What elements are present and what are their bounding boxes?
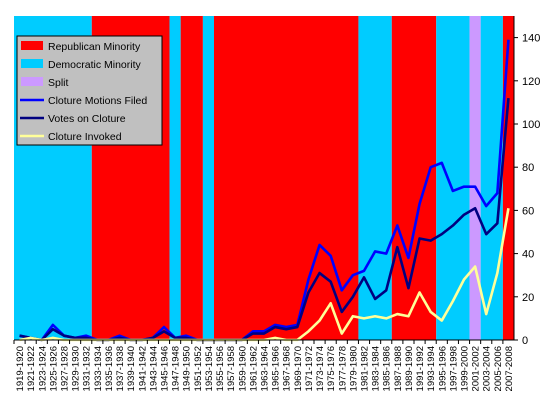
- x-tick-label: 1927-1928: [60, 346, 71, 391]
- x-tick-label: 1949-1950: [182, 346, 193, 391]
- band-democratic-minority-10: [480, 16, 503, 340]
- band-republican-minority-3: [180, 16, 203, 340]
- x-tick-label: 1943-1944: [148, 346, 159, 391]
- y-tick-label: 100: [522, 119, 540, 131]
- band-republican-minority-11: [502, 16, 514, 340]
- legend-label-republican-minority: Republican Minority: [48, 41, 141, 53]
- x-tick-label: 1957-1958: [226, 346, 237, 391]
- y-tick-label: 40: [522, 249, 534, 261]
- x-tick-label: 1937-1938: [115, 346, 126, 391]
- x-tick-label: 1945-1946: [160, 346, 171, 391]
- x-tick-label: 2005-2006: [493, 346, 504, 391]
- x-tick-label: 1935-1936: [104, 346, 115, 391]
- x-tick-label: 1983-1984: [371, 346, 382, 391]
- x-tick-label: 1953-1954: [204, 346, 215, 391]
- band-democratic-minority-8: [436, 16, 470, 340]
- x-tick-label: 1991-1992: [415, 346, 426, 391]
- x-tick-label: 1967-1968: [282, 346, 293, 391]
- x-tick-label: 1941-1942: [137, 346, 148, 391]
- x-tick-label: 1979-1980: [348, 346, 359, 391]
- x-tick-label: 1975-1976: [326, 346, 337, 391]
- x-tick-label: 1989-1990: [404, 346, 415, 391]
- band-split-9: [469, 16, 481, 340]
- legend-label-democratic-minority: Democratic Minority: [48, 59, 142, 71]
- x-tick-label: 1997-1998: [448, 346, 459, 391]
- y-tick-label: 60: [522, 205, 534, 217]
- x-tick-label: 1931-1932: [82, 346, 93, 391]
- x-tick-label: 1955-1956: [215, 346, 226, 391]
- legend-label-cloture-motions-filed: Cloture Motions Filed: [48, 95, 147, 107]
- y-tick-label: 140: [522, 33, 540, 45]
- x-tick-label: 1921-1922: [26, 346, 37, 391]
- x-tick-label: 2007-2008: [504, 346, 515, 391]
- legend-label-votes-on-cloture: Votes on Cloture: [48, 113, 126, 125]
- legend-label-cloture-invoked: Cloture Invoked: [48, 131, 122, 143]
- x-tick-label: 1963-1964: [260, 346, 271, 391]
- x-tick-label: 1939-1940: [126, 346, 137, 391]
- legend-swatch-democratic-minority: [21, 59, 43, 68]
- x-tick-label: 1929-1930: [71, 346, 82, 391]
- legend-label-split: Split: [48, 77, 69, 89]
- x-tick-label: 1951-1952: [193, 346, 204, 391]
- x-tick-label: 1999-2000: [460, 346, 471, 391]
- x-tick-label: 1985-1986: [382, 346, 393, 391]
- x-tick-label: 1981-1982: [360, 346, 371, 391]
- axes: 0 20 40 60 80 100 120 140 1919-1920 1921-1922 1923…: [13, 16, 540, 391]
- legend-box: [16, 35, 163, 146]
- y-tick-label: 0: [522, 335, 528, 347]
- y-tick-label: 120: [522, 76, 540, 88]
- x-tick-label: 1919-1920: [15, 346, 26, 391]
- x-tick-label: 1971-1972: [304, 346, 315, 391]
- x-tick-label: 1977-1978: [337, 346, 348, 391]
- x-tick-label: 1973-1974: [315, 346, 326, 391]
- band-democratic-minority-4: [202, 16, 214, 340]
- band-republican-minority-7: [391, 16, 437, 340]
- x-tick-label: 1959-1960: [237, 346, 248, 391]
- x-tick-label: 1961-1962: [248, 346, 259, 391]
- legend-swatch-split: [21, 77, 43, 86]
- band-republican-minority-5: [214, 16, 359, 340]
- legend-swatch-republican-minority: [21, 41, 43, 50]
- x-tick-label: 1995-1996: [437, 346, 448, 391]
- x-tick-label: 1965-1966: [271, 346, 282, 391]
- x-tick-label: 1947-1948: [171, 346, 182, 391]
- y-tick-label: 80: [522, 162, 534, 174]
- band-democratic-minority-2: [169, 16, 181, 340]
- x-tick-label: 2001-2002: [471, 346, 482, 391]
- x-tick-label: 1933-1934: [93, 346, 104, 391]
- x-tick-label: 1925-1926: [48, 346, 59, 391]
- x-tick-label: 1993-1994: [426, 346, 437, 391]
- x-tick-label: 1923-1924: [37, 346, 48, 391]
- x-tick-label: 1969-1970: [293, 346, 304, 391]
- x-tick-label: 1987-1988: [393, 346, 404, 391]
- y-tick-label: 20: [522, 292, 534, 304]
- legend: Republican Minority Democratic Minority Sp…: [16, 35, 163, 146]
- x-tick-label: 2003-2004: [482, 346, 493, 391]
